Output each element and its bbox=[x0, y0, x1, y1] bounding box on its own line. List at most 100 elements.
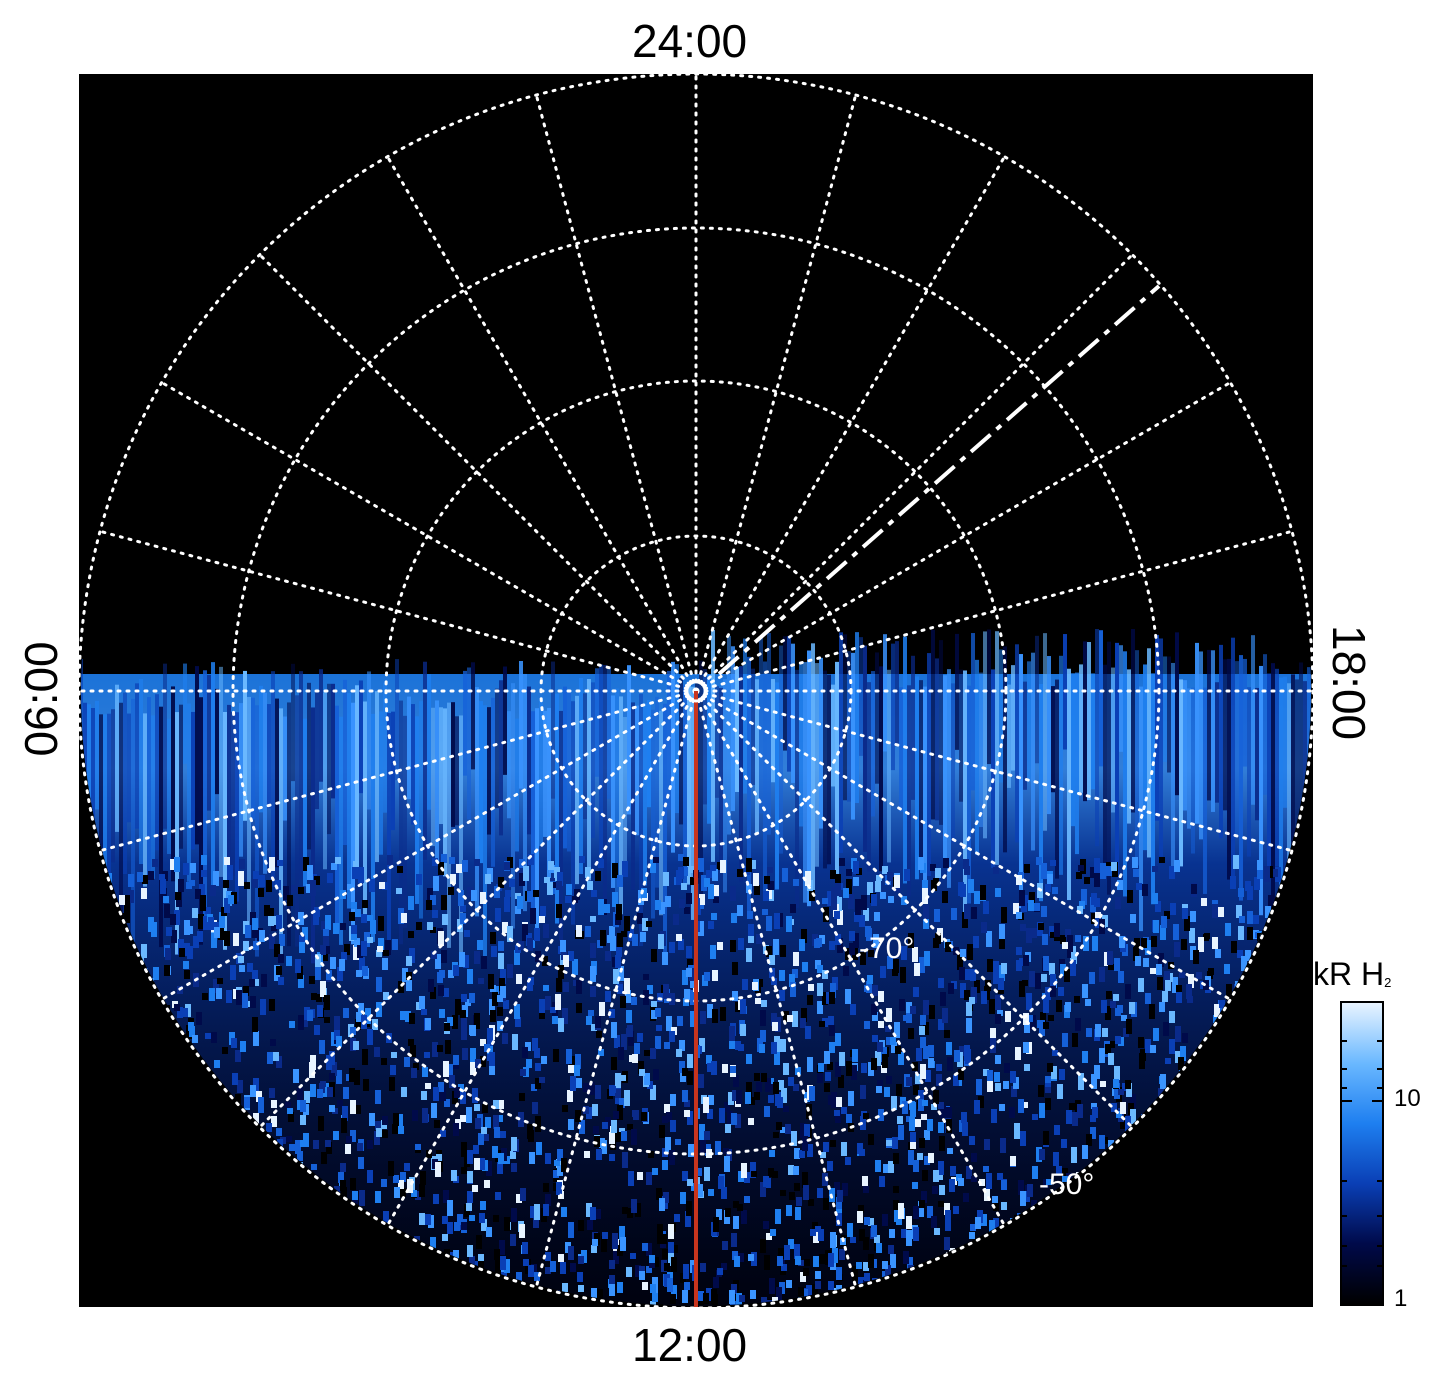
emission-pixel bbox=[890, 1037, 896, 1045]
emission-pixel bbox=[474, 859, 480, 866]
emission-pixel bbox=[860, 1085, 866, 1099]
emission-pixel bbox=[611, 1022, 617, 1038]
emission-pixel bbox=[351, 934, 357, 940]
emission-pixel bbox=[984, 1139, 990, 1150]
emission-pixel bbox=[1043, 1131, 1049, 1145]
emission-streak bbox=[447, 702, 451, 948]
emission-streak bbox=[1131, 629, 1135, 813]
emission-pixel bbox=[737, 1204, 743, 1211]
emission-pixel bbox=[213, 871, 219, 886]
emission-pixel bbox=[807, 995, 813, 1005]
emission-pixel bbox=[841, 1142, 847, 1156]
emission-pixel bbox=[1126, 1083, 1132, 1097]
emission-streak bbox=[1223, 659, 1227, 811]
emission-pixel bbox=[253, 1113, 259, 1125]
emission-pixel bbox=[708, 921, 714, 929]
emission-pixel bbox=[320, 981, 326, 997]
emission-pixel bbox=[412, 1110, 418, 1121]
emission-pixel bbox=[490, 1010, 496, 1022]
emission-pixel bbox=[993, 1203, 999, 1211]
emission-pixel bbox=[478, 978, 484, 984]
emission-pixel bbox=[459, 952, 465, 967]
emission-pixel bbox=[969, 997, 975, 1004]
emission-pixel bbox=[619, 1098, 625, 1108]
emission-pixel bbox=[859, 1149, 865, 1156]
emission-streak bbox=[1271, 663, 1275, 920]
emission-pixel bbox=[816, 938, 822, 947]
emission-pixel bbox=[713, 885, 719, 896]
emission-streak bbox=[159, 706, 163, 948]
emission-pixel bbox=[822, 992, 828, 1005]
emission-pixel bbox=[913, 1206, 919, 1219]
emission-pixel bbox=[556, 904, 562, 918]
emission-pixel bbox=[885, 1026, 891, 1032]
emission-pixel bbox=[746, 1082, 752, 1098]
emission-pixel bbox=[174, 910, 180, 925]
emission-streak bbox=[1239, 655, 1243, 901]
emission-pixel bbox=[712, 869, 718, 881]
spacecraft-dash-line bbox=[717, 284, 1161, 676]
emission-pixel bbox=[792, 969, 798, 978]
emission-pixel bbox=[278, 977, 284, 985]
emission-streak bbox=[767, 633, 771, 835]
emission-pixel bbox=[999, 924, 1005, 939]
emission-pixel bbox=[1030, 1015, 1036, 1030]
emission-pixel bbox=[330, 957, 336, 969]
emission-streak bbox=[155, 694, 159, 851]
emission-streak bbox=[427, 674, 431, 810]
emission-pixel bbox=[919, 1200, 925, 1208]
emission-pixel bbox=[469, 1025, 475, 1035]
emission-pixel bbox=[612, 1233, 618, 1249]
emission-pixel bbox=[1018, 1180, 1024, 1195]
emission-pixel bbox=[621, 1034, 627, 1050]
emission-streak bbox=[963, 670, 967, 926]
emission-pixel bbox=[1050, 860, 1056, 866]
emission-pixel bbox=[271, 1116, 277, 1127]
emission-pixel bbox=[598, 859, 604, 868]
emission-pixel bbox=[707, 1109, 713, 1119]
emission-pixel bbox=[969, 1136, 975, 1145]
emission-pixel bbox=[699, 1038, 705, 1052]
emission-pixel bbox=[1132, 857, 1138, 868]
emission-pixel bbox=[919, 1026, 925, 1035]
emission-streak bbox=[471, 662, 475, 770]
emission-pixel bbox=[462, 860, 468, 872]
emission-pixel bbox=[687, 1179, 693, 1186]
emission-pixel bbox=[1189, 928, 1195, 943]
emission-streak bbox=[879, 666, 883, 872]
emission-streak bbox=[1055, 679, 1059, 879]
emission-streak bbox=[171, 686, 175, 882]
emission-streak bbox=[131, 698, 135, 947]
emission-pixel bbox=[151, 922, 157, 937]
emission-streak bbox=[283, 716, 287, 821]
emission-pixel bbox=[853, 861, 859, 874]
emission-streak bbox=[395, 659, 399, 781]
emission-pixel bbox=[649, 1259, 655, 1268]
emission-pixel bbox=[1120, 1102, 1126, 1114]
emission-pixel bbox=[863, 1262, 869, 1271]
emission-pixel bbox=[819, 1254, 825, 1264]
emission-pixel bbox=[317, 1089, 323, 1098]
emission-pixel bbox=[774, 1050, 780, 1065]
emission-pixel bbox=[444, 1099, 450, 1107]
emission-pixel bbox=[662, 1249, 668, 1259]
emission-pixel bbox=[179, 948, 185, 957]
emission-pixel bbox=[1042, 934, 1048, 945]
emission-pixel bbox=[763, 891, 769, 901]
emission-pixel bbox=[578, 1220, 584, 1231]
emission-pixel bbox=[983, 901, 989, 914]
emission-pixel bbox=[586, 1203, 592, 1217]
emission-pixel bbox=[470, 1062, 476, 1075]
emission-pixel bbox=[408, 931, 414, 938]
emission-pixel bbox=[631, 997, 637, 1005]
emission-pixel bbox=[259, 930, 265, 942]
emission-pixel bbox=[834, 1110, 840, 1116]
emission-pixel bbox=[1054, 923, 1060, 937]
emission-pixel bbox=[273, 1052, 279, 1061]
emission-pixel bbox=[626, 1267, 632, 1277]
emission-pixel bbox=[233, 933, 239, 946]
emission-pixel bbox=[1016, 912, 1022, 919]
emission-pixel bbox=[1076, 872, 1082, 879]
emission-pixel bbox=[420, 1171, 426, 1185]
emission-pixel bbox=[310, 880, 316, 896]
